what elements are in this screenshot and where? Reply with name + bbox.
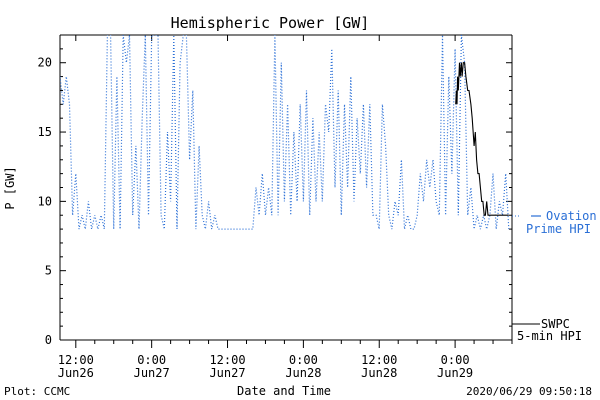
plot-area: 0510152012:00Jun260:00Jun2712:00Jun270:0… xyxy=(38,34,513,380)
x-axis-label: Date and Time xyxy=(237,384,331,398)
y-tick-label: 20 xyxy=(38,56,52,70)
y-tick-label: 10 xyxy=(38,194,52,208)
x-tick-label: 0:00 xyxy=(137,353,166,367)
x-tick-date: Jun27 xyxy=(209,366,245,380)
series-line-swpc xyxy=(455,62,509,216)
x-tick-label: 12:00 xyxy=(209,353,245,367)
series-line-ovation xyxy=(60,35,510,230)
y-axis-label: P [GW] xyxy=(3,166,17,209)
x-tick-date: Jun29 xyxy=(437,366,473,380)
x-tick-label: 0:00 xyxy=(289,353,318,367)
x-tick-date: Jun26 xyxy=(58,366,94,380)
x-tick-label: 12:00 xyxy=(361,353,397,367)
chart-title: Hemispheric Power [GW] xyxy=(171,14,370,32)
legend-ovation-label: Ovation xyxy=(546,209,597,223)
y-tick-label: 0 xyxy=(45,333,52,347)
y-tick-label: 5 xyxy=(45,264,52,278)
x-tick-label: 0:00 xyxy=(441,353,470,367)
x-tick-date: Jun27 xyxy=(134,366,170,380)
y-tick-label: 15 xyxy=(38,125,52,139)
x-tick-date: Jun28 xyxy=(285,366,321,380)
x-tick-date: Jun28 xyxy=(361,366,397,380)
x-tick-label: 12:00 xyxy=(58,353,94,367)
legend-swpc-label-2: 5-min HPI xyxy=(517,329,582,343)
footer-credit: Plot: CCMC xyxy=(4,385,70,398)
legend-swpc-label: SWPC xyxy=(541,317,570,331)
legend-ovation-label-2: Prime HPI xyxy=(526,222,591,236)
footer-timestamp: 2020/06/29 09:50:18 xyxy=(466,385,592,398)
